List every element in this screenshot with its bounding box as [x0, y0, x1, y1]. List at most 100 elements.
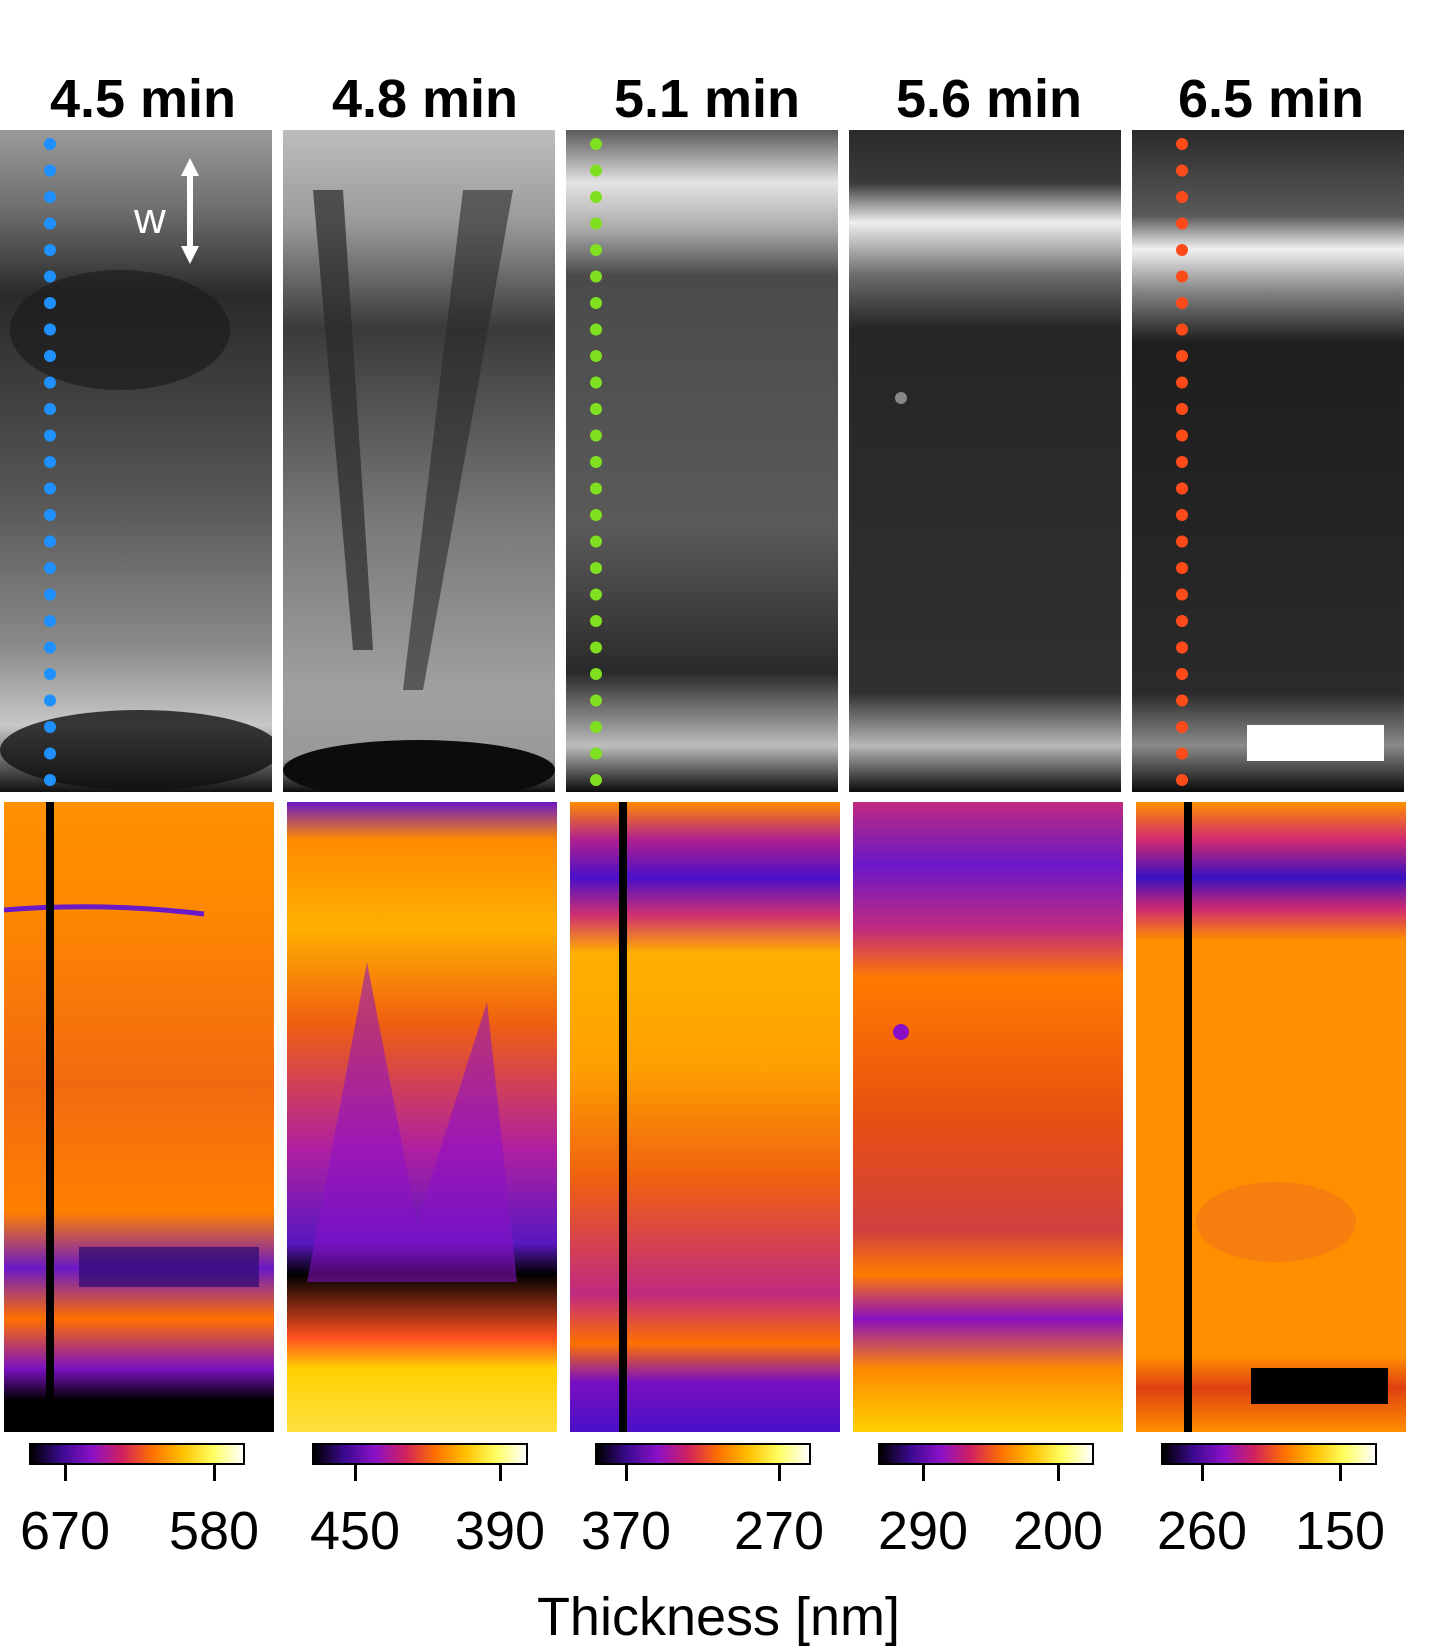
marker-dot: [1176, 535, 1188, 548]
marker-dot: [1176, 164, 1188, 177]
marker-dot: [590, 509, 602, 521]
thickness-map-4: [853, 802, 1123, 1432]
profile-line: [619, 802, 627, 1432]
marker-dot: [44, 403, 56, 415]
axis-title: Thickness [nm]: [536, 1587, 901, 1647]
panel-title-5: 6.5 min: [1177, 69, 1365, 129]
colorbar-tick: [499, 1465, 502, 1481]
marker-dot: [590, 747, 602, 760]
marker-dot: [1176, 191, 1188, 203]
marker-dot: [590, 774, 602, 786]
scale-bar: [1247, 725, 1384, 761]
grayscale-image-4: [849, 130, 1121, 792]
marker-dot: [590, 641, 602, 654]
colorbar-label-right-4: 200: [1012, 1501, 1104, 1561]
colorbar-tick: [778, 1465, 781, 1481]
colorbar-tick: [1339, 1465, 1342, 1481]
marker-dot: [590, 668, 602, 680]
marker-dot: [590, 535, 602, 548]
colorbar-label-left-2: 450: [309, 1501, 401, 1561]
colorbar-1: [29, 1443, 245, 1465]
thickness-map-1: [4, 802, 274, 1432]
marker-dot: [590, 297, 602, 309]
marker-dot: [1176, 244, 1188, 256]
marker-dot: [44, 164, 56, 177]
colorbar-tick: [213, 1465, 216, 1481]
marker-dot: [1176, 350, 1188, 362]
panel-title-3: 5.1 min: [613, 69, 801, 129]
colorbar-label-left-1: 670: [19, 1501, 111, 1561]
colorbar-tick: [625, 1465, 628, 1481]
marker-dot: [44, 668, 56, 680]
colorbar-label-left-5: 260: [1156, 1501, 1248, 1561]
marker-dot: [590, 164, 602, 177]
marker-dot: [1176, 747, 1188, 760]
marker-dot: [44, 588, 56, 601]
marker-dot: [1176, 270, 1188, 283]
profile-line: [46, 802, 54, 1432]
marker-dot: [590, 694, 602, 707]
marker-dot: [1176, 403, 1188, 415]
marker-dot: [590, 244, 602, 256]
scale-bar: [1251, 1368, 1388, 1404]
marker-dot: [44, 509, 56, 521]
marker-dot: [1176, 482, 1188, 495]
marker-dot: [1176, 376, 1188, 389]
thickness-map-3: [570, 802, 840, 1432]
marker-dot: [44, 297, 56, 309]
marker-dot: [1176, 615, 1188, 627]
grayscale-image-5: [1132, 130, 1404, 792]
marker-dot: [590, 350, 602, 362]
marker-dot: [44, 323, 56, 336]
marker-dot: [590, 429, 602, 442]
marker-dot: [1176, 562, 1188, 574]
marker-dot: [44, 270, 56, 283]
marker-dot: [1176, 509, 1188, 521]
marker-dot: [590, 721, 602, 733]
marker-dot: [44, 244, 56, 256]
thickness-map-2: [287, 802, 557, 1432]
grayscale-image-2: [283, 130, 555, 792]
marker-dot: [590, 403, 602, 415]
colorbar-tick: [354, 1465, 357, 1481]
marker-dot: [590, 588, 602, 601]
colorbar-label-right-2: 390: [454, 1501, 546, 1561]
marker-dot: [44, 429, 56, 442]
marker-dot: [590, 562, 602, 574]
colorbar-5: [1161, 1443, 1377, 1465]
thickness-map-5: [1136, 802, 1406, 1432]
marker-dot: [44, 747, 56, 760]
marker-dot: [1176, 429, 1188, 442]
marker-dot: [590, 376, 602, 389]
marker-dot: [590, 323, 602, 336]
colorbar-tick: [64, 1465, 67, 1481]
marker-dot: [44, 641, 56, 654]
colorbar-label-left-4: 290: [877, 1501, 969, 1561]
marker-dot: [44, 376, 56, 389]
marker-dot: [44, 217, 56, 230]
marker-dot: [44, 615, 56, 627]
colorbar-4: [878, 1443, 1094, 1465]
marker-dot: [44, 721, 56, 733]
profile-line: [1184, 802, 1192, 1432]
marker-dot: [590, 270, 602, 283]
dotted-line-marker: [44, 138, 56, 786]
panel-title-1: 4.5 min: [49, 69, 237, 129]
marker-dot: [1176, 774, 1188, 786]
panel-title-4: 5.6 min: [895, 69, 1083, 129]
colorbar-2: [312, 1443, 528, 1465]
marker-dot: [1176, 641, 1188, 654]
marker-dot: [590, 217, 602, 230]
marker-dot: [1176, 721, 1188, 733]
marker-dot: [1176, 668, 1188, 680]
marker-dot: [44, 774, 56, 786]
marker-dot: [44, 562, 56, 574]
marker-dot: [1176, 138, 1188, 150]
colorbar-tick: [1057, 1465, 1060, 1481]
marker-dot: [1176, 217, 1188, 230]
marker-dot: [1176, 588, 1188, 601]
grayscale-image-3: [566, 130, 838, 792]
dotted-line-marker: [1176, 138, 1188, 786]
marker-dot: [44, 694, 56, 707]
marker-dot: [590, 456, 602, 468]
